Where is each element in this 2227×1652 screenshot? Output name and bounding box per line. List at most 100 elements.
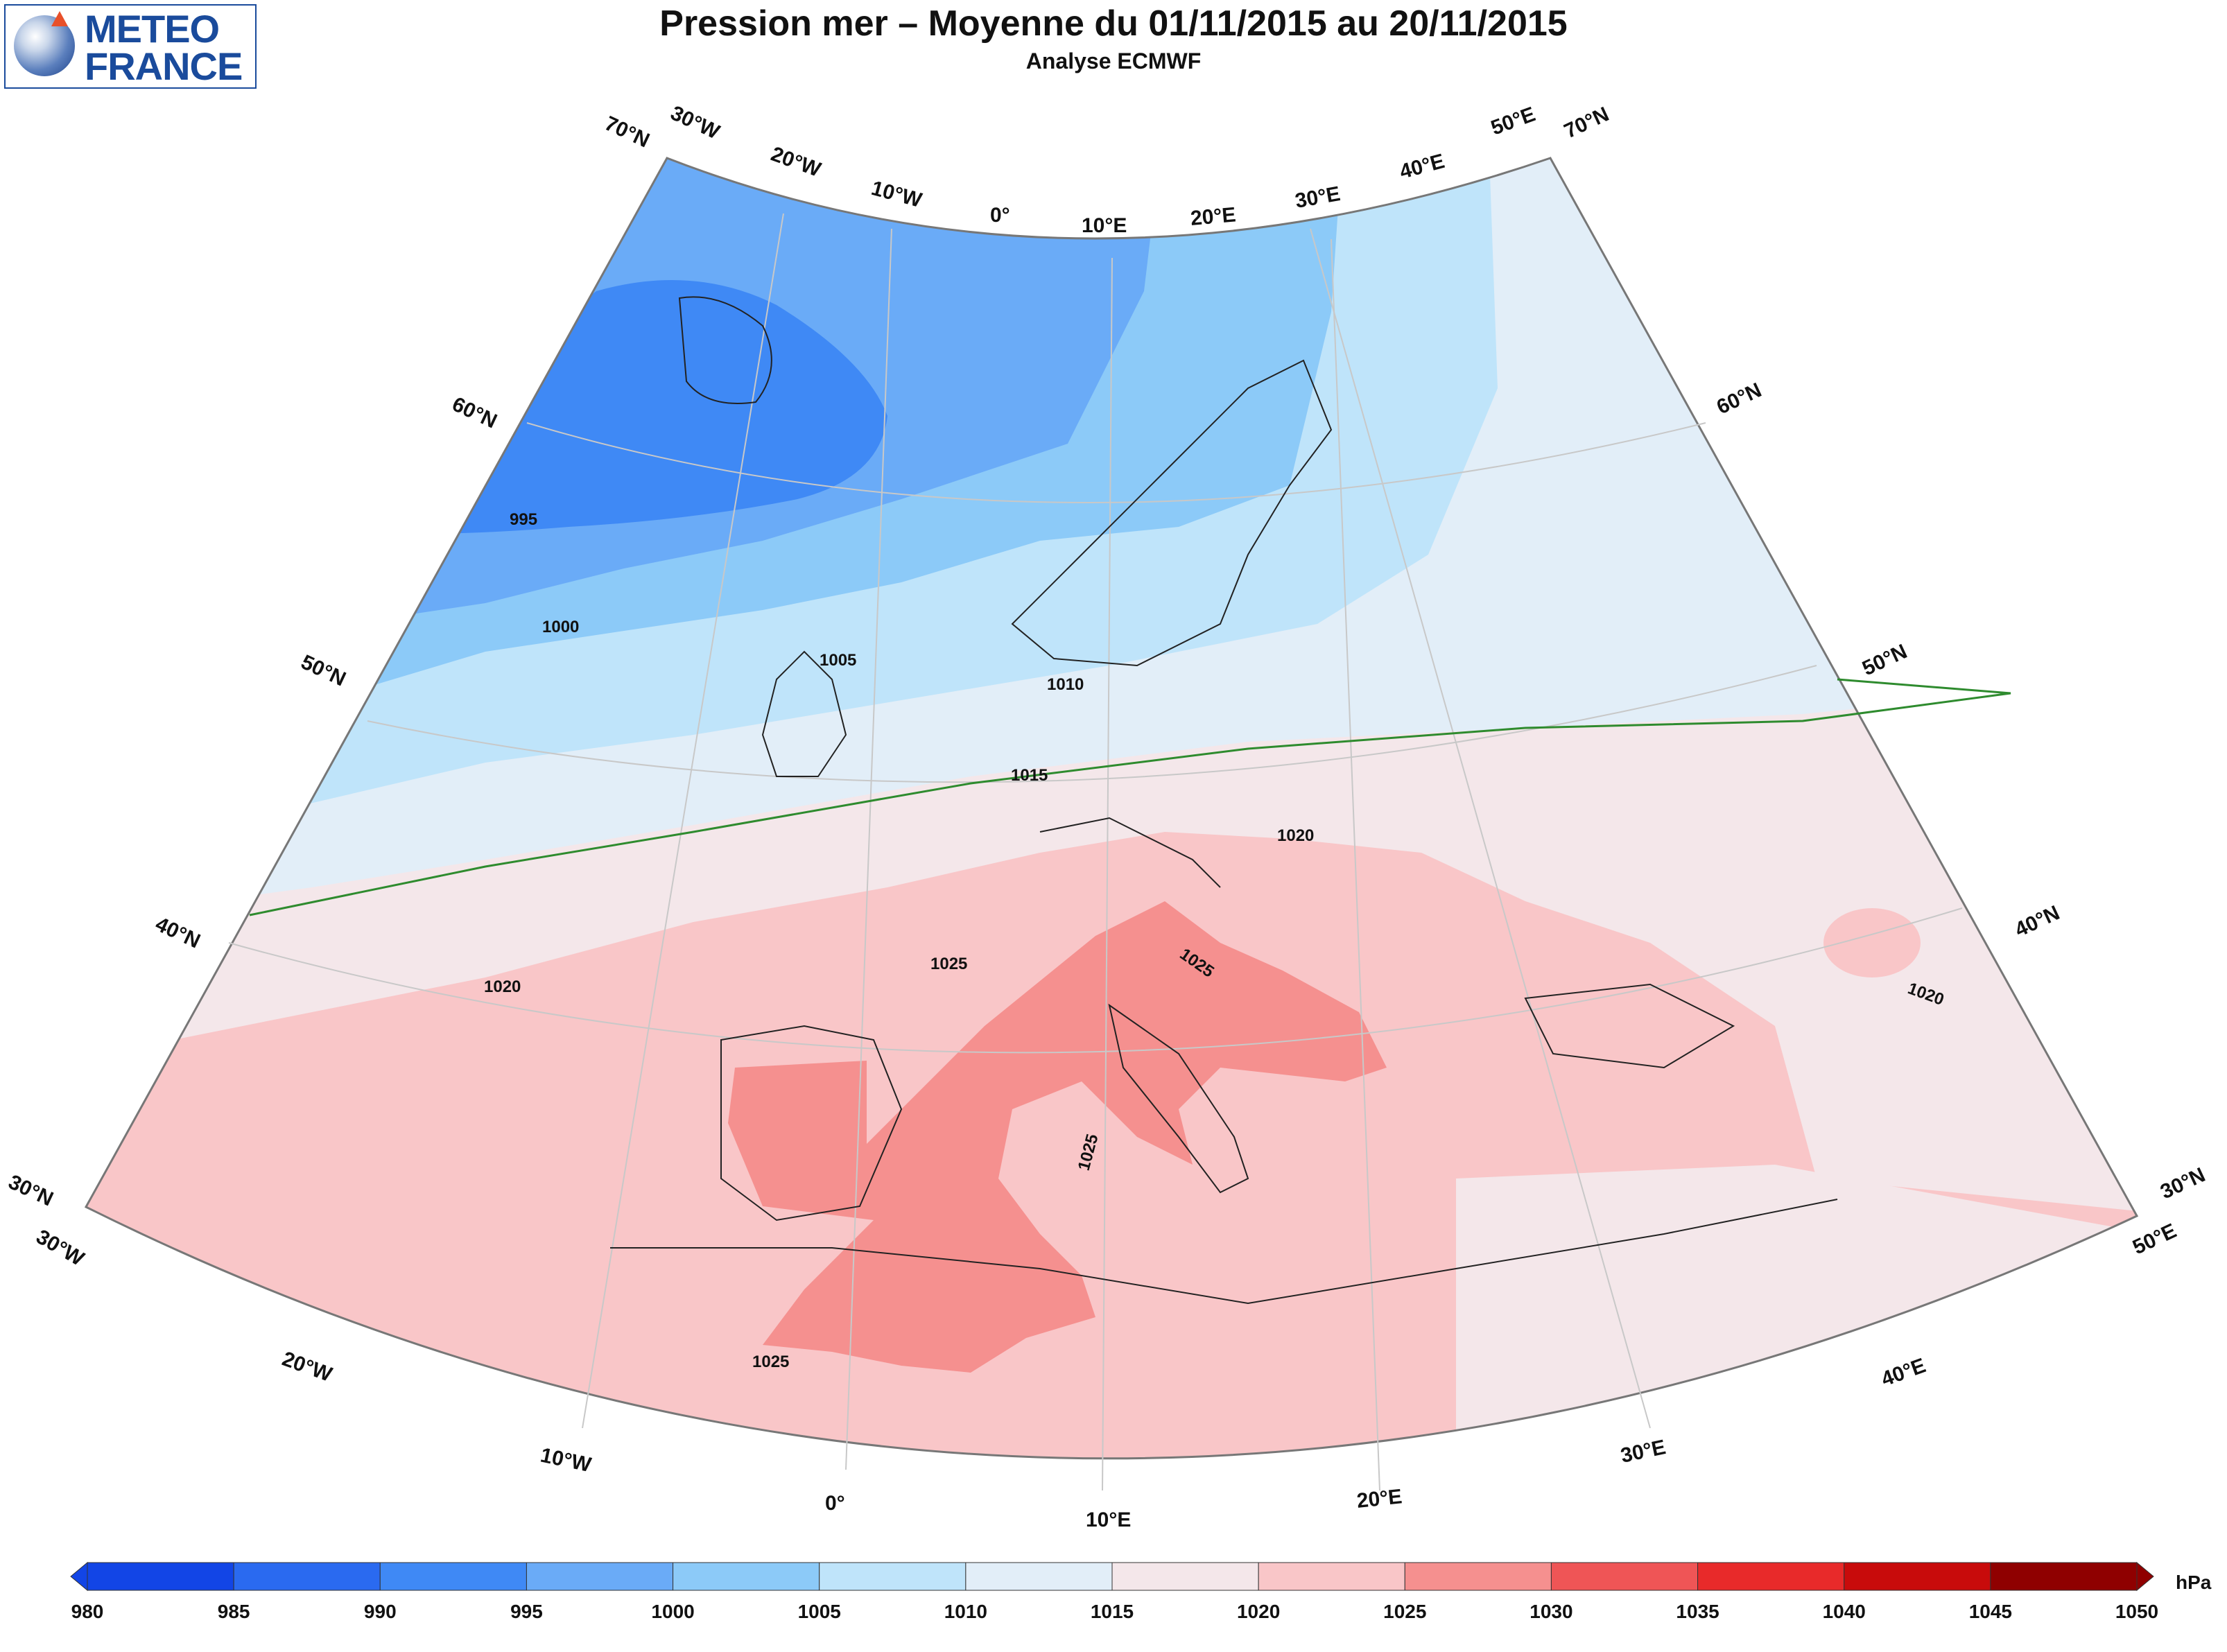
contour-label-1015: 1015 bbox=[1011, 766, 1048, 785]
colorbar-segment bbox=[87, 1562, 234, 1591]
colorbar-segment bbox=[965, 1562, 1113, 1591]
meridian-10w bbox=[582, 213, 784, 1429]
graticule bbox=[228, 213, 1963, 1491]
contour-label-1020-a: 1020 bbox=[1277, 826, 1314, 845]
meridian-10e bbox=[1102, 257, 1113, 1491]
colorbar-tick-label: 995 bbox=[510, 1601, 543, 1622]
colorbar-segment bbox=[1990, 1562, 2138, 1591]
colorbar-segment bbox=[1111, 1562, 1259, 1591]
lat-label-50-left: 50°N bbox=[297, 650, 349, 690]
parallel-60 bbox=[526, 422, 1706, 503]
lon-label-bottom-20e: 20°E bbox=[1355, 1485, 1403, 1513]
contour-label-1000: 1000 bbox=[542, 618, 579, 636]
contour-label-1025-d: 1025 bbox=[752, 1353, 789, 1371]
colorbar-tick-label: 1020 bbox=[1237, 1601, 1280, 1622]
meridian-30e bbox=[1310, 228, 1651, 1429]
colorbar-segment bbox=[1404, 1562, 1552, 1591]
colorbar: 980 985 990 995 1000 1005 1010 1015 1020 1025 1030… bbox=[70, 1561, 2158, 1622]
contour-label-1005: 1005 bbox=[820, 651, 856, 670]
lon-label-bottom-10w: 10°W bbox=[539, 1444, 594, 1477]
colorbar-tick-label: 1000 bbox=[651, 1601, 694, 1622]
arrow-icon bbox=[51, 11, 68, 26]
italy-outline bbox=[1108, 1003, 1249, 1194]
band-1020-1025-east bbox=[1823, 908, 1921, 977]
logo-line-2: FRANCE bbox=[85, 44, 243, 88]
meridian-0 bbox=[845, 228, 892, 1470]
colorbar-tick-label: 990 bbox=[364, 1601, 397, 1622]
colorbar-segment bbox=[379, 1562, 527, 1591]
lon-label-top-50e: 50°E bbox=[1488, 103, 1539, 139]
colorbar-tick-label: 1005 bbox=[798, 1601, 841, 1622]
parallel-50 bbox=[367, 665, 1817, 783]
lon-label-top-30e: 30°E bbox=[1293, 182, 1342, 213]
lon-label-top-10w: 10°W bbox=[869, 177, 924, 212]
colorbar-tick-label: 1030 bbox=[1530, 1601, 1572, 1622]
colorbar-segment bbox=[233, 1562, 381, 1591]
colorbar-tick-label: 1050 bbox=[2115, 1601, 2158, 1622]
lon-label-top-20e: 20°E bbox=[1190, 203, 1237, 230]
colorbar-max-arrow bbox=[2136, 1561, 2154, 1592]
contour-label-1025-a: 1025 bbox=[930, 955, 967, 973]
lon-label-top-0: 0° bbox=[990, 204, 1010, 227]
colorbar-segment bbox=[819, 1562, 967, 1591]
isobar-1015 bbox=[249, 678, 2011, 916]
north-africa-coast bbox=[610, 1199, 1838, 1305]
scandinavia-outline bbox=[1011, 359, 1333, 667]
lat-label-40-right: 40°N bbox=[2011, 901, 2063, 941]
lat-label-30-right: 30°N bbox=[2157, 1163, 2209, 1203]
lon-label-bottom-10e: 10°E bbox=[1086, 1508, 1131, 1531]
lon-label-bottom-0: 0° bbox=[825, 1492, 845, 1515]
central-europe-border bbox=[1039, 817, 1221, 888]
band-1025-1030 bbox=[728, 901, 1387, 1373]
britain-outline bbox=[761, 650, 847, 777]
contour-label-1020-b: 1020 bbox=[484, 977, 521, 996]
coastlines bbox=[610, 296, 1838, 1305]
colorbar-tick-label: 985 bbox=[218, 1601, 250, 1622]
lat-label-70-left: 70°N bbox=[601, 112, 653, 152]
lon-label-top-20w: 20°W bbox=[768, 143, 824, 182]
logo-line-1: METEO bbox=[85, 7, 220, 51]
lat-label-40-left: 40°N bbox=[152, 912, 204, 953]
lon-label-top-10e: 10°E bbox=[1082, 214, 1127, 237]
lon-label-bottom-30w: 30°W bbox=[33, 1225, 89, 1271]
lat-label-30-left: 30°N bbox=[5, 1170, 57, 1210]
colorbar-tick-label: 1035 bbox=[1676, 1601, 1719, 1622]
iberia-outline bbox=[720, 1025, 903, 1221]
lon-label-top-40e: 40°E bbox=[1397, 150, 1447, 184]
colorbar-segment bbox=[1844, 1562, 1991, 1591]
black-sea-outline bbox=[1524, 983, 1735, 1069]
lon-label-bottom-20w: 20°W bbox=[279, 1348, 336, 1386]
colorbar-segment bbox=[1697, 1562, 1845, 1591]
contour-labels: 995 1000 1005 1010 1015 1020 1020 1020 1… bbox=[484, 510, 1946, 1371]
lon-label-bottom-50e: 50°E bbox=[2129, 1219, 2180, 1260]
contour-label-1010: 1010 bbox=[1047, 675, 1084, 694]
colorbar-tick-label: 1015 bbox=[1091, 1601, 1134, 1622]
contour-label-995: 995 bbox=[510, 510, 537, 529]
chart-title: Pression mer – Moyenne du 01/11/2015 au … bbox=[659, 3, 1568, 44]
lat-label-60-left: 60°N bbox=[449, 392, 501, 433]
colorbar-segment bbox=[1258, 1562, 1405, 1591]
colorbar-tick-label: 980 bbox=[71, 1601, 104, 1622]
colorbar-tick-label: 1025 bbox=[1383, 1601, 1426, 1622]
lat-label-50-right: 50°N bbox=[1859, 640, 1911, 680]
colorbar-tick-label: 1045 bbox=[1969, 1601, 2012, 1622]
meridian-20e bbox=[1331, 238, 1380, 1491]
lon-label-top-30w: 30°W bbox=[667, 101, 723, 144]
parallel-40 bbox=[228, 907, 1963, 1054]
colorbar-segment bbox=[1550, 1562, 1699, 1591]
colorbar-unit: hPa bbox=[2176, 1572, 2212, 1593]
colorbar-tick-label: 1010 bbox=[944, 1601, 987, 1622]
lat-label-70-right: 70°N bbox=[1561, 103, 1613, 143]
colorbar-tick-label: 1040 bbox=[1823, 1601, 1866, 1622]
lon-label-bottom-40e: 40°E bbox=[1878, 1354, 1929, 1391]
lon-label-bottom-30e: 30°E bbox=[1619, 1436, 1668, 1468]
colorbar-min-arrow bbox=[70, 1561, 88, 1592]
colorbar-segment bbox=[673, 1562, 820, 1591]
colorbar-segment bbox=[526, 1562, 674, 1591]
chart-subtitle: Analyse ECMWF bbox=[1025, 49, 1202, 73]
meteo-france-logo: METEO FRANCE bbox=[4, 4, 257, 89]
lat-label-60-right: 60°N bbox=[1713, 379, 1765, 419]
iceland-outline bbox=[678, 296, 772, 404]
